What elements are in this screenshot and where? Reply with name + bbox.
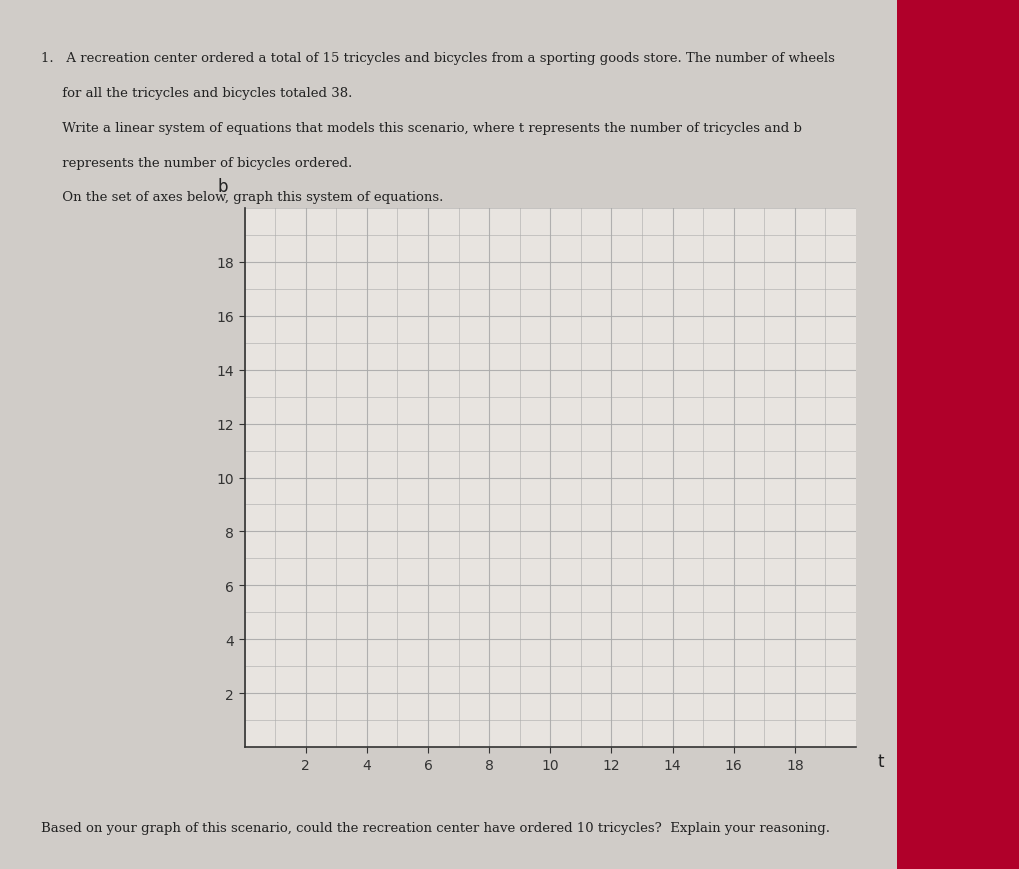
- Text: t: t: [877, 752, 883, 770]
- Text: 1.   A recreation center ordered a total of 15 tricycles and bicycles from a spo: 1. A recreation center ordered a total o…: [41, 52, 835, 65]
- Text: On the set of axes below, graph this system of equations.: On the set of axes below, graph this sys…: [41, 191, 443, 204]
- Text: b: b: [218, 178, 228, 196]
- Text: for all the tricycles and bicycles totaled 38.: for all the tricycles and bicycles total…: [41, 87, 353, 100]
- Text: Based on your graph of this scenario, could the recreation center have ordered 1: Based on your graph of this scenario, co…: [41, 821, 829, 834]
- Text: Write a linear system of equations that models this scenario, where t represents: Write a linear system of equations that …: [41, 122, 802, 135]
- Text: represents the number of bicycles ordered.: represents the number of bicycles ordere…: [41, 156, 352, 169]
